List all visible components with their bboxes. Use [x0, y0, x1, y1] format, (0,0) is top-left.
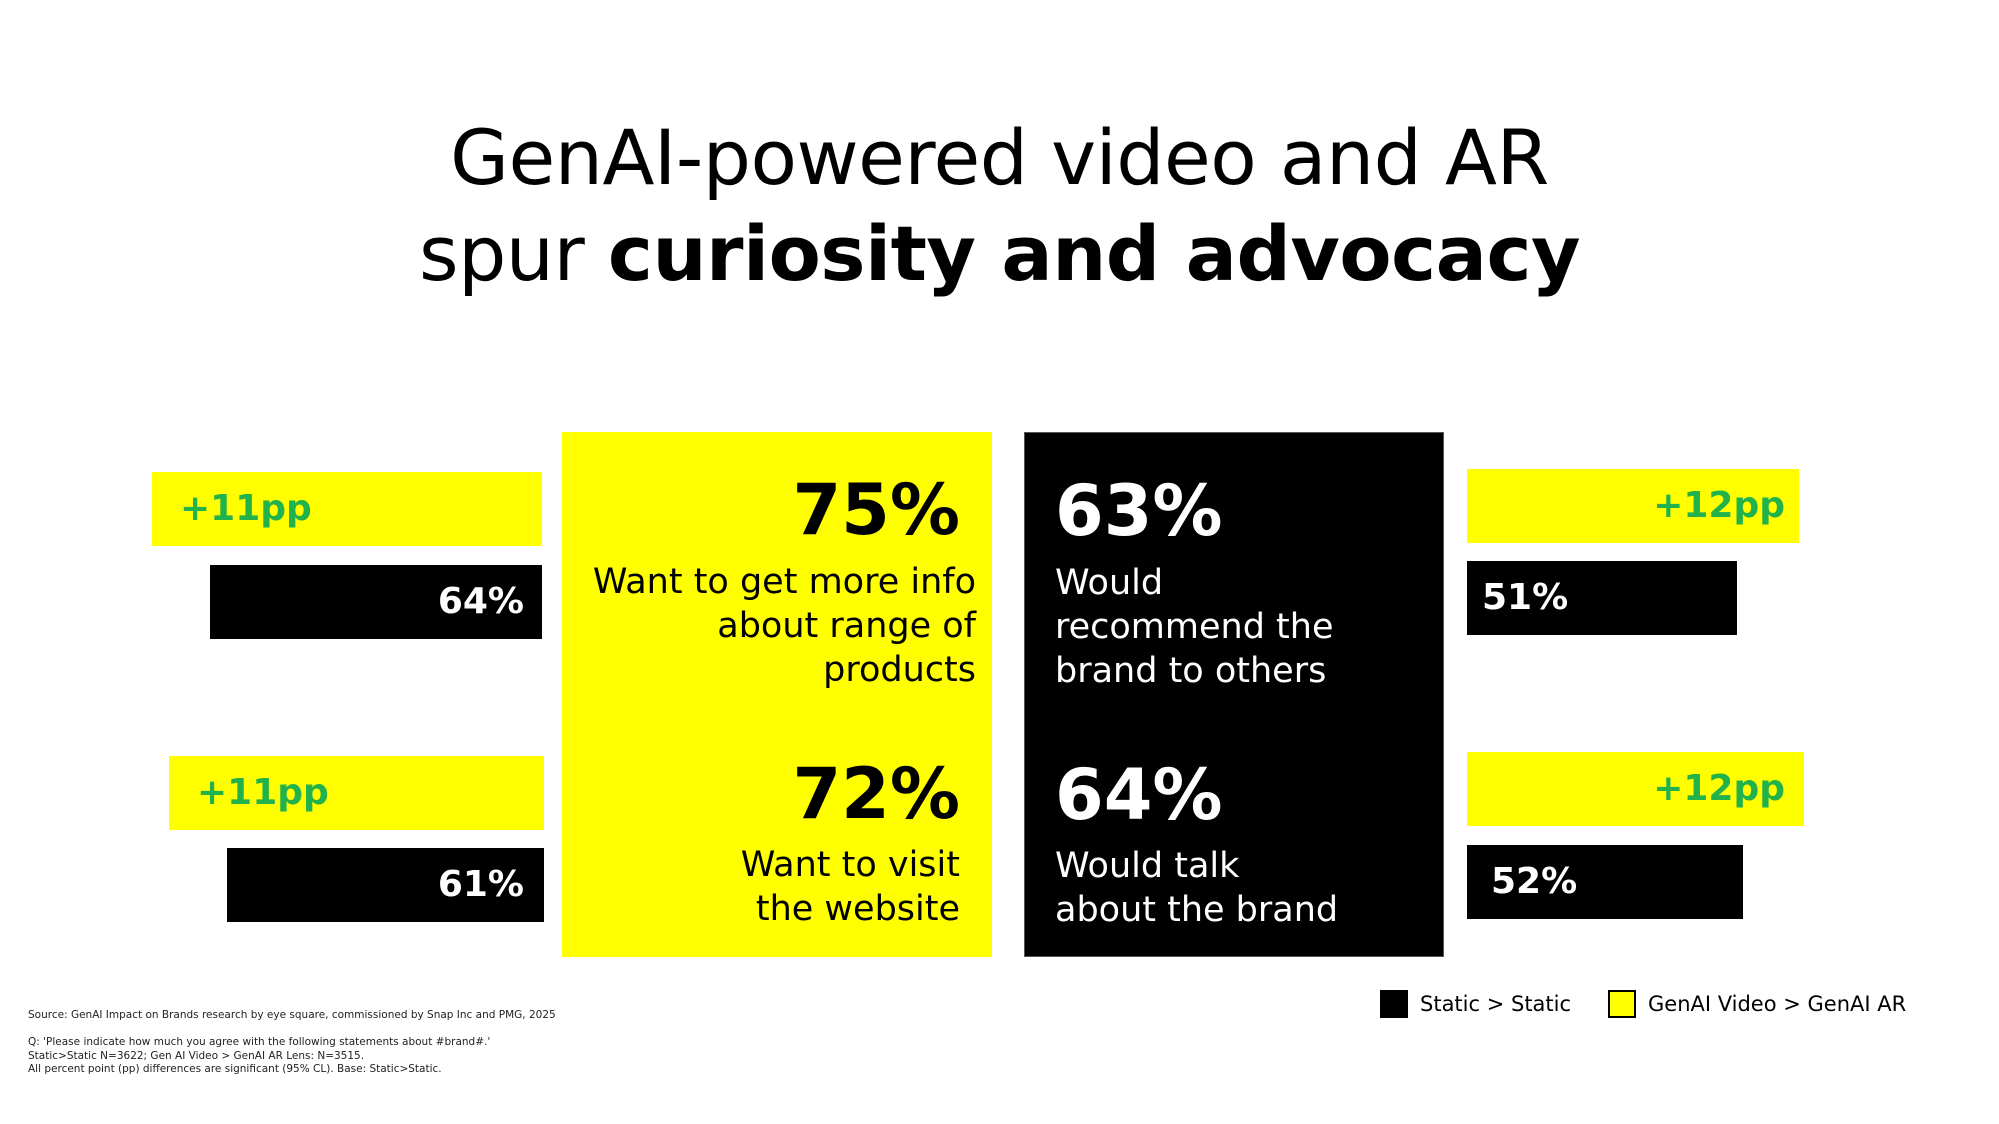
- static-stat-1-line-3: brand to others: [1055, 651, 1327, 691]
- right-pct-bar-1: 51%: [1467, 561, 1737, 635]
- genai-stat-2-value: 72%: [792, 753, 960, 835]
- title-line-2-bold: curiosity and advocacy: [607, 209, 1581, 298]
- right-pct-bar-2: 52%: [1467, 845, 1743, 919]
- right-pp-label-2: +12pp: [1653, 768, 1785, 809]
- right-pct-label-1: 51%: [1482, 577, 1569, 618]
- genai-panel: 75% Want to get more info about range of…: [562, 432, 992, 957]
- genai-stat-1-label: Want to get more info about range of pro…: [562, 560, 976, 692]
- genai-stat-1-line-2: about range of products: [717, 606, 976, 690]
- title-line-2-regular: spur: [418, 209, 608, 298]
- legend-static: Static > Static: [1380, 990, 1571, 1018]
- right-pp-bar-1: +12pp: [1467, 469, 1799, 543]
- static-stat-2-label: Would talk about the brand: [1055, 844, 1338, 932]
- footnote-block: Q: 'Please indicate how much you agree w…: [28, 1036, 490, 1077]
- genai-stat-1-value: 75%: [792, 469, 960, 551]
- footnote-significance: All percent point (pp) differences are s…: [28, 1063, 442, 1075]
- footnote-base: Static>Static N=3622; Gen AI Video > Gen…: [28, 1049, 365, 1062]
- right-pp-label-1: +12pp: [1653, 485, 1785, 526]
- static-stat-1-label: Would recommend the brand to others: [1055, 561, 1334, 693]
- genai-stat-1-line-1: Want to get more info: [592, 562, 976, 602]
- genai-stat-2-label: Want to visit the website: [741, 843, 960, 931]
- legend-genai-swatch: [1608, 990, 1636, 1018]
- static-stat-2-line-2: about the brand: [1055, 890, 1339, 930]
- right-pp-bar-2: +12pp: [1467, 752, 1804, 826]
- page-title: GenAI-powered video and AR spur curiosit…: [0, 110, 1999, 302]
- source-note: Source: GenAI Impact on Brands research …: [28, 1009, 556, 1021]
- static-stat-1-value: 63%: [1055, 470, 1223, 552]
- static-stat-1-line-2: recommend the: [1055, 607, 1334, 647]
- legend-genai: GenAI Video > GenAI AR: [1608, 990, 1906, 1018]
- legend-static-swatch: [1380, 990, 1408, 1018]
- left-pct-label-2: 61%: [437, 864, 524, 905]
- legend-genai-label: GenAI Video > GenAI AR: [1648, 992, 1907, 1016]
- legend-static-label: Static > Static: [1420, 992, 1572, 1016]
- title-line-2: spur curiosity and advocacy: [0, 206, 1999, 302]
- left-pp-bar-2: +11pp: [169, 756, 544, 830]
- static-stat-2-line-1: Would talk: [1055, 846, 1240, 886]
- genai-stat-2-line-1: Want to visit: [740, 845, 960, 885]
- title-line-1: GenAI-powered video and AR: [450, 113, 1549, 202]
- left-pct-bar-1: 64%: [210, 565, 542, 639]
- right-pct-label-2: 52%: [1491, 861, 1578, 902]
- static-stat-1-line-1: Would: [1055, 563, 1164, 603]
- left-pp-bar-1: +11pp: [152, 472, 542, 546]
- left-pp-label-1: +11pp: [180, 488, 312, 529]
- left-pct-label-1: 64%: [437, 581, 524, 622]
- genai-stat-2-line-2: the website: [755, 889, 960, 929]
- static-panel: 63% Would recommend the brand to others …: [1024, 432, 1444, 957]
- static-stat-2-value: 64%: [1055, 754, 1223, 836]
- left-pct-bar-2: 61%: [227, 848, 544, 922]
- footnote-question: Q: 'Please indicate how much you agree w…: [28, 1036, 491, 1048]
- left-pp-label-2: +11pp: [197, 772, 329, 813]
